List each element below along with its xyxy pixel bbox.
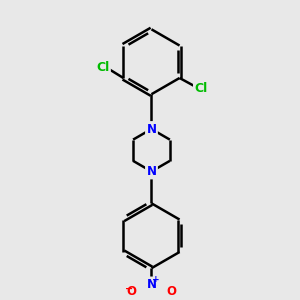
Text: +: + (152, 274, 159, 284)
Text: O: O (127, 285, 137, 298)
Text: O: O (166, 285, 176, 298)
Text: −: − (125, 284, 133, 294)
Text: N: N (146, 278, 157, 291)
Text: N: N (146, 165, 157, 178)
Text: N: N (146, 122, 157, 136)
Text: Cl: Cl (96, 61, 110, 74)
Text: Cl: Cl (194, 82, 208, 95)
